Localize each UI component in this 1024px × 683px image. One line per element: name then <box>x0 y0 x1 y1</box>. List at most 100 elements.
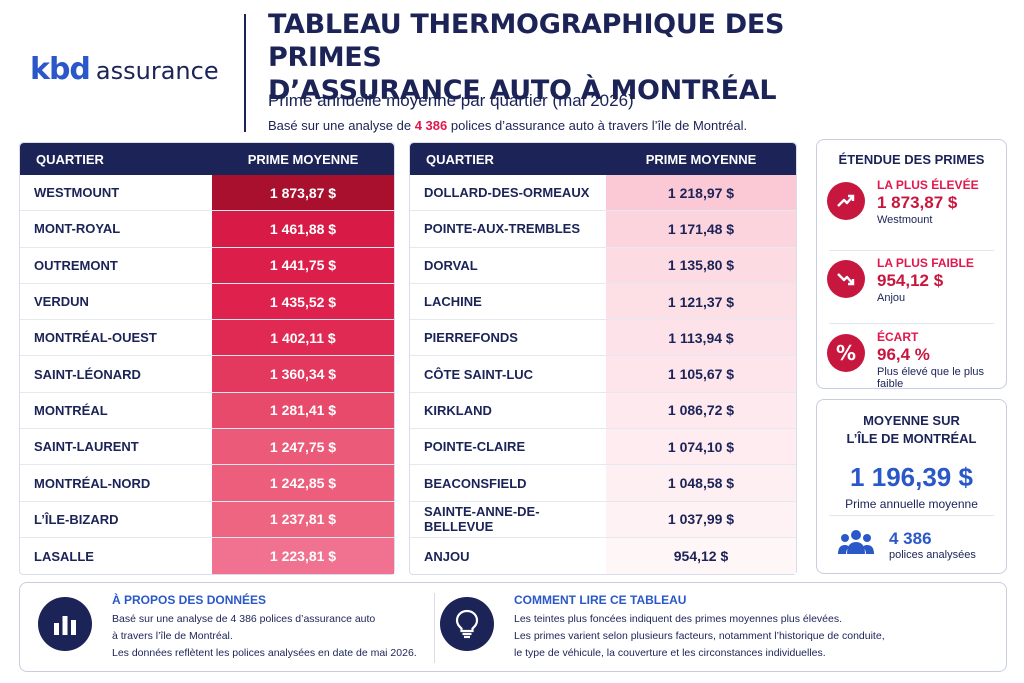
quartier-name: SAINTE-ANNE-DE-BELLEVUE <box>424 504 540 535</box>
premium-table-low: QUARTIER PRIME MOYENNE DOLLARD-DES-ORMEA… <box>409 142 797 576</box>
quartier-name: ANJOU <box>424 548 470 564</box>
howto-title: COMMENT LIRE CE TABLEAU <box>514 593 687 607</box>
lowest-area: Anjou <box>877 292 906 304</box>
premium-value: 954,12 $ <box>606 537 796 575</box>
gap-value: 96,4 % <box>877 345 930 364</box>
col-header-quartier: QUARTIER <box>36 151 104 167</box>
gap-label: ÉCART <box>877 330 919 344</box>
average-card: MOYENNE SUR L’ÎLE DE MONTRÉAL 1 196,39 $… <box>816 399 1007 574</box>
table-row: LASALLE 1 223,81 $ <box>20 537 394 575</box>
table-row: SAINTE-ANNE-DE-BELLEVUE 1 037,99 $ <box>410 501 796 538</box>
premium-value: 1 121,37 $ <box>606 283 796 320</box>
premium-value: 1 242,85 $ <box>212 465 394 501</box>
premium-value: 1 074,10 $ <box>606 429 796 465</box>
percent-icon: % <box>827 334 865 372</box>
quartier-name: CÔTE SAINT-LUC <box>424 366 534 382</box>
table-row: WESTMOUNT 1 873,87 $ <box>20 175 394 212</box>
policies-label: polices analysées <box>889 548 976 561</box>
table-row: ANJOU 954,12 $ <box>410 537 796 575</box>
highest-value: 1 873,87 $ <box>877 193 958 212</box>
premium-value: 1 360,34 $ <box>212 356 394 392</box>
trend-down-icon <box>827 260 865 298</box>
lowest-value: 954,12 $ <box>877 271 944 290</box>
quartier-name: SAINT-LÉONARD <box>34 366 141 382</box>
quartier-name: BEACONSFIELD <box>424 475 527 491</box>
premium-value: 1 113,94 $ <box>606 320 796 356</box>
premium-value: 1 105,67 $ <box>606 356 796 392</box>
table-row: POINTE-AUX-TREMBLES 1 171,48 $ <box>410 211 796 248</box>
table-row: PIERREFONDS 1 113,94 $ <box>410 320 796 357</box>
quartier-name: KIRKLAND <box>424 402 492 418</box>
quartier-name: LACHINE <box>424 294 482 310</box>
policies-count: 4 386 polices analysées <box>837 528 976 561</box>
premium-value: 1 135,80 $ <box>606 247 796 283</box>
table-row: CÔTE SAINT-LUC 1 105,67 $ <box>410 356 796 393</box>
logo-brand: kbd <box>30 52 91 87</box>
table-row: OUTREMONT 1 441,75 $ <box>20 247 394 284</box>
title-line-2: D’ASSURANCE AUTO À MONTRÉAL <box>268 75 777 106</box>
table-row: L’ÎLE-BIZARD 1 237,81 $ <box>20 501 394 538</box>
quartier-name: WESTMOUNT <box>34 185 120 201</box>
premium-table-high: QUARTIER PRIME MOYENNE WESTMOUNT 1 873,87… <box>19 142 395 576</box>
col-header-quartier: QUARTIER <box>426 151 494 167</box>
premium-value: 1 048,58 $ <box>606 465 796 501</box>
highest-label: LA PLUS ÉLEVÉE <box>877 178 979 192</box>
header-divider <box>244 14 246 132</box>
premium-value: 1 441,75 $ <box>212 247 394 283</box>
col-header-prime: PRIME MOYENNE <box>645 151 757 167</box>
table-row: MONTRÉAL 1 281,41 $ <box>20 392 394 430</box>
premium-value: 1 037,99 $ <box>606 501 796 537</box>
about-line-3: Les données reflètent les polices analys… <box>112 647 417 659</box>
quartier-name: PIERREFONDS <box>424 330 518 346</box>
table-row: VERDUN 1 435,52 $ <box>20 283 394 321</box>
quartier-name: DORVAL <box>424 257 478 273</box>
table-row: DOLLARD-DES-ORMEAUX 1 218,97 $ <box>410 175 796 212</box>
quartier-name: LASALLE <box>34 548 94 564</box>
premium-value: 1 237,81 $ <box>212 501 394 537</box>
divider <box>829 515 994 516</box>
quartier-name: L’ÎLE-BIZARD <box>34 511 119 527</box>
quartier-name: VERDUN <box>34 294 89 310</box>
logo-word: assurance <box>95 57 219 85</box>
page-title: TABLEAU THERMOGRAPHIQUE DES PRIMES D’ASS… <box>268 8 888 107</box>
people-icon <box>837 528 875 561</box>
about-line-1: Basé sur une analyse de 4 386 polices d’… <box>112 613 376 625</box>
quartier-name: MONTRÉAL-NORD <box>34 475 151 491</box>
premium-value: 1 171,48 $ <box>606 211 796 247</box>
premium-value: 1 281,41 $ <box>212 392 394 429</box>
table-row: MONTRÉAL-NORD 1 242,85 $ <box>20 465 394 502</box>
about-section: À PROPOS DES DONNÉES Basé sur une analys… <box>38 593 417 662</box>
bar-chart-icon <box>38 597 92 651</box>
table-row: POINTE-CLAIRE 1 074,10 $ <box>410 429 796 466</box>
premium-value: 1 402,11 $ <box>212 320 394 356</box>
howto-line-2: Les primes varient selon plusieurs facte… <box>514 630 885 642</box>
lowest-label: LA PLUS FAIBLE <box>877 256 974 270</box>
quartier-name: POINTE-CLAIRE <box>424 439 526 455</box>
table-header: QUARTIER PRIME MOYENNE <box>410 143 796 175</box>
premium-value: 1 086,72 $ <box>606 392 796 429</box>
premium-value: 1 435,52 $ <box>212 283 394 320</box>
page-subtitle: Prime annuelle moyenne par quartier (mai… <box>268 91 634 110</box>
table-row: MONT-ROYAL 1 461,88 $ <box>20 211 394 248</box>
quartier-name: MONTRÉAL-OUEST <box>34 330 157 346</box>
average-caption: Prime annuelle moyenne <box>845 497 978 511</box>
table-row: BEACONSFIELD 1 048,58 $ <box>410 465 796 502</box>
howto-line-1: Les teintes plus foncées indiquent des p… <box>514 613 843 625</box>
table-row: SAINT-LAURENT 1 247,75 $ <box>20 429 394 466</box>
lowest-stat: LA PLUS FAIBLE 954,12 $ Anjou <box>827 256 974 304</box>
howto-section: COMMENT LIRE CE TABLEAU Les teintes plus… <box>440 593 885 662</box>
divider <box>829 323 994 324</box>
gap-caption: Plus élevé que le plus faible <box>877 366 985 390</box>
table-row: MONTRÉAL-OUEST 1 402,11 $ <box>20 320 394 357</box>
premium-value: 1 461,88 $ <box>212 211 394 247</box>
highest-stat: LA PLUS ÉLEVÉE 1 873,87 $ Westmount <box>827 178 979 226</box>
average-card-title: MOYENNE SUR L’ÎLE DE MONTRÉAL <box>846 413 977 446</box>
table-row: LACHINE 1 121,37 $ <box>410 283 796 321</box>
footer-info: À PROPOS DES DONNÉES Basé sur une analys… <box>19 582 1007 672</box>
gap-stat: % ÉCART 96,4 % Plus élevé que le plus fa… <box>827 330 1006 390</box>
average-value: 1 196,39 $ <box>850 462 973 492</box>
col-header-prime: PRIME MOYENNE <box>247 151 359 167</box>
about-title: À PROPOS DES DONNÉES <box>112 593 267 607</box>
highest-area: Westmount <box>877 214 933 226</box>
premium-value: 1 873,87 $ <box>212 175 394 211</box>
